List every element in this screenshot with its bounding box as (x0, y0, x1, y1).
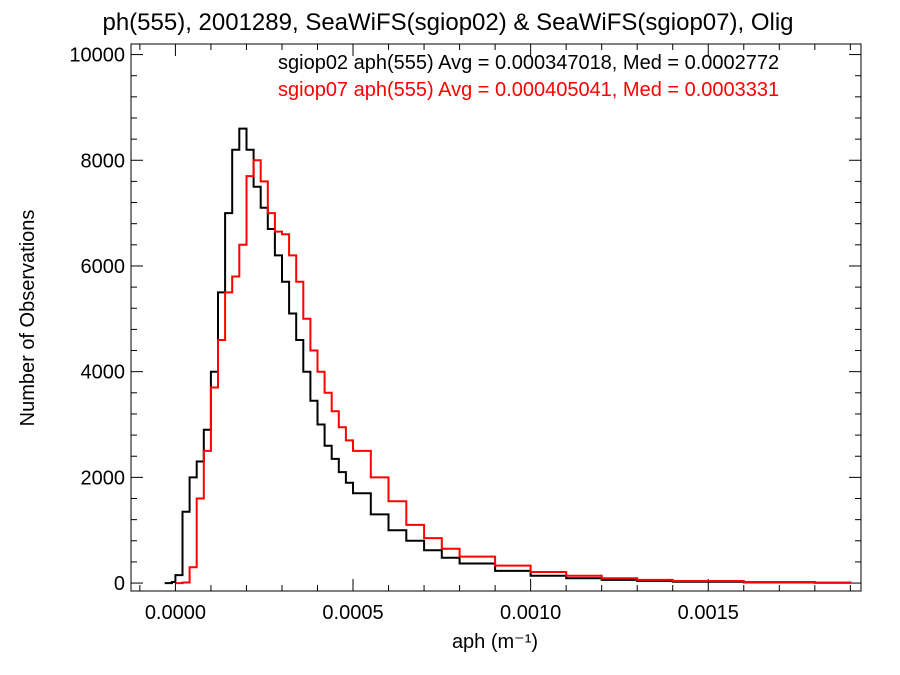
legend-entry-sgiop07: sgiop07 aph(555) Avg = 0.000405041, Med … (278, 79, 779, 101)
series-layer (164, 127, 852, 585)
y-tick-label: 4000 (81, 362, 126, 384)
y-tick-label: 10000 (69, 45, 125, 67)
y-axis: 0 2000 4000 6000 8000 10000 (69, 45, 861, 595)
chart-title: ph(555), 2001289, SeaWiFS(sgiop02) & Sea… (102, 9, 793, 36)
x-axis-label: aph (m⁻¹) (452, 631, 538, 653)
sgiop02-histogram-line (164, 127, 852, 585)
plot-frame (130, 43, 862, 592)
x-tick-label: 0.0010 (500, 602, 561, 624)
x-tick-label: 0.0005 (322, 602, 383, 624)
x-tick-label: 0.0000 (145, 602, 206, 624)
sgiop07-histogram-line (175, 159, 852, 585)
y-tick-label: 0 (114, 573, 125, 595)
x-tick-label: 0.0015 (678, 602, 739, 624)
y-tick-label: 8000 (81, 150, 126, 172)
y-axis-label: Number of Observations (17, 210, 39, 427)
y-tick-label: 6000 (81, 256, 126, 278)
x-axis: 0.0000 0.0005 0.0010 0.0015 (139, 44, 851, 624)
y-tick-label: 2000 (81, 467, 126, 489)
legend-entry-sgiop02: sgiop02 aph(555) Avg = 0.000347018, Med … (278, 52, 779, 74)
